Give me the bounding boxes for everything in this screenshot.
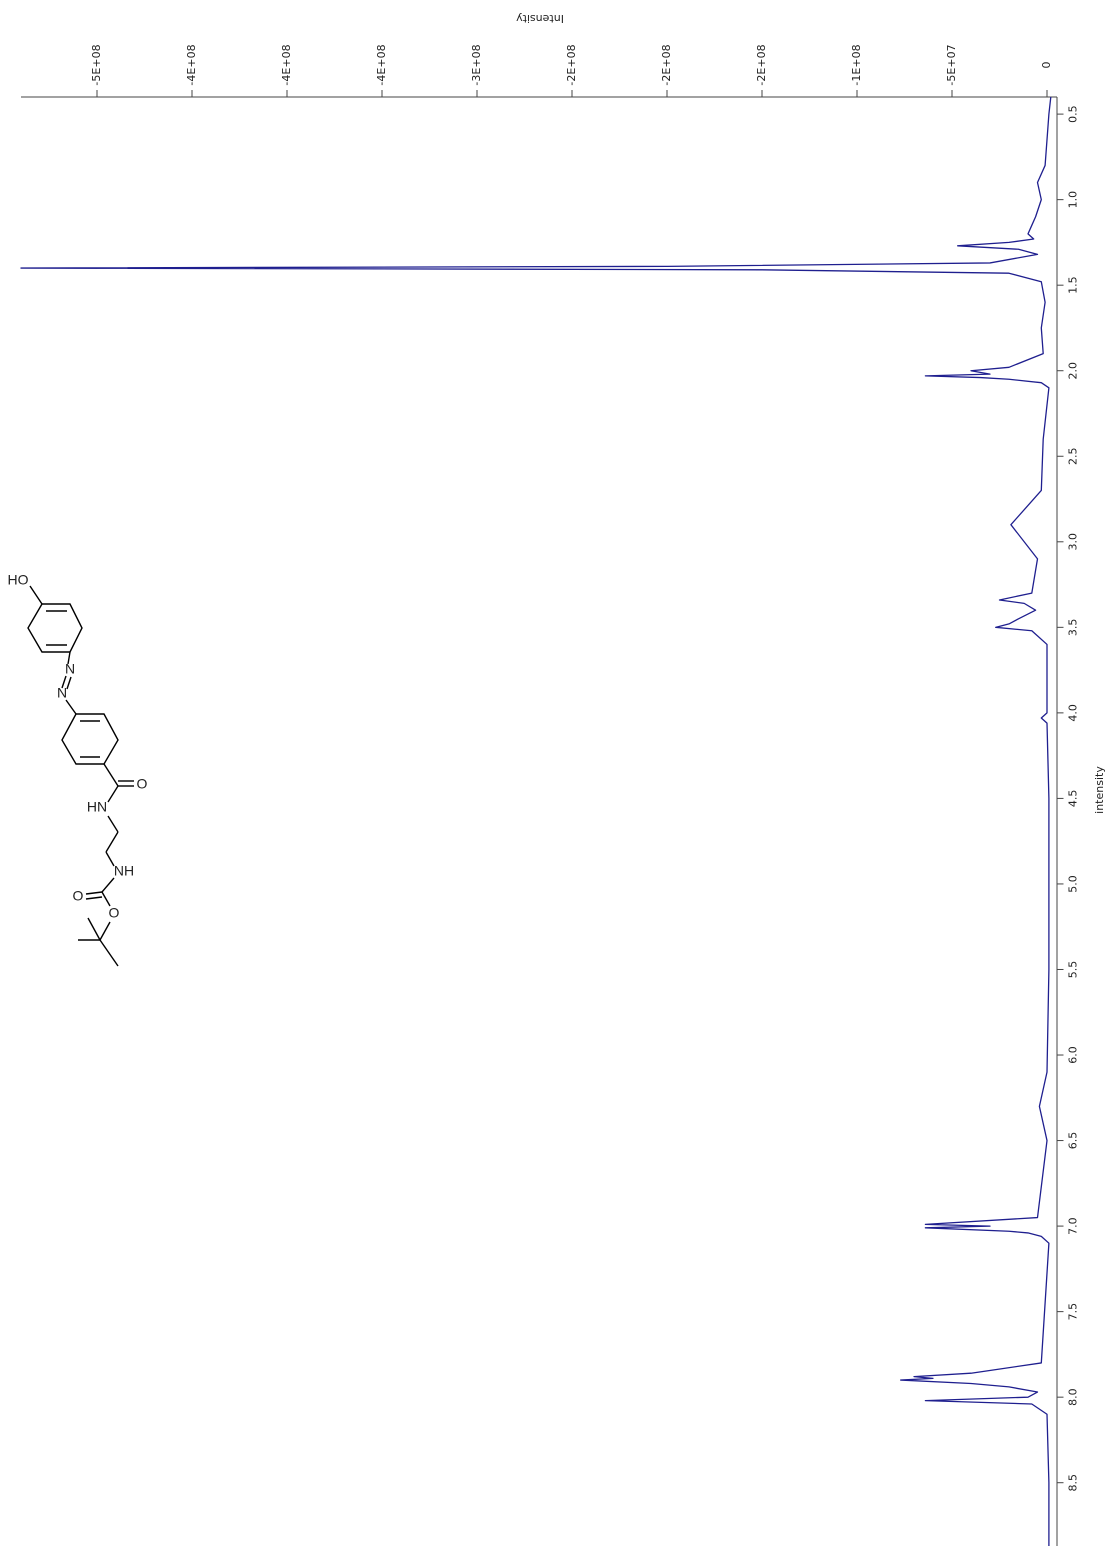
- spectrum-line: [20, 96, 1052, 1546]
- atom-label: O: [137, 776, 148, 792]
- bond: [101, 891, 111, 907]
- x-tick-label: 6.0: [1067, 1046, 1080, 1064]
- y-tick-label: -4E+08: [185, 44, 198, 85]
- y-tick-label: -4E+08: [280, 44, 293, 85]
- bond: [101, 877, 115, 893]
- x-tick-label: 2.5: [1067, 448, 1080, 466]
- bond: [105, 851, 115, 867]
- x-tick-label: 3.0: [1067, 533, 1080, 551]
- structure: HO N N O HN NH O O: [8, 572, 148, 967]
- x-tick-label: 4.5: [1067, 790, 1080, 808]
- atom-label: NH: [114, 863, 134, 879]
- y-tick-label: -1E+08: [850, 44, 863, 85]
- x-tick-label: 8.5: [1067, 1474, 1080, 1492]
- y-tick-label: -3E+08: [470, 44, 483, 85]
- y-tick-label: -5E+07: [945, 44, 958, 85]
- bond: [65, 699, 77, 715]
- bond: [103, 763, 119, 787]
- x-tick-label: 3.5: [1067, 619, 1080, 637]
- x-tick-label: 5.0: [1067, 875, 1080, 893]
- x-tick-label: 5.5: [1067, 961, 1080, 979]
- x-tick-label: 7.0: [1067, 1217, 1080, 1235]
- x-tick-label: 7.5: [1067, 1303, 1080, 1321]
- x-tick-label: 0.5: [1067, 105, 1080, 123]
- y-tick-label: -4E+08: [375, 44, 388, 85]
- y-tick-label: 0: [1040, 62, 1053, 69]
- atom-label: N: [65, 661, 75, 677]
- bond: [105, 831, 119, 853]
- x-axis-title: intensity: [1093, 766, 1106, 814]
- atom-label: O: [73, 888, 84, 904]
- bond: [107, 815, 119, 833]
- x-tick-label: 4.0: [1067, 704, 1080, 722]
- x-tick-label: 1.0: [1067, 191, 1080, 209]
- bond: [99, 939, 119, 967]
- bond: [99, 921, 111, 941]
- bond: [61, 675, 67, 689]
- bond: [66, 676, 72, 690]
- bond: [107, 785, 119, 803]
- atom-label: O: [109, 905, 120, 921]
- x-tick-label: 1.5: [1067, 276, 1080, 294]
- bond: [85, 896, 103, 900]
- atom-label: HN: [87, 799, 107, 815]
- bond: [87, 917, 101, 941]
- bond: [29, 585, 43, 605]
- bond: [67, 651, 71, 665]
- y-tick-label: -2E+08: [660, 44, 673, 85]
- atom-label: N: [57, 685, 67, 701]
- bond: [85, 891, 103, 895]
- x-tick-label: 8.0: [1067, 1388, 1080, 1406]
- x-tick-label: 6.5: [1067, 1132, 1080, 1150]
- atom-label: HO: [8, 572, 29, 588]
- x-tick-label: 2.0: [1067, 362, 1080, 380]
- y-tick-label: -5E+08: [90, 44, 103, 85]
- y-tick-label: -2E+08: [565, 44, 578, 85]
- y-axis-title: Intensity: [516, 12, 564, 25]
- y-tick-label: -2E+08: [755, 44, 768, 85]
